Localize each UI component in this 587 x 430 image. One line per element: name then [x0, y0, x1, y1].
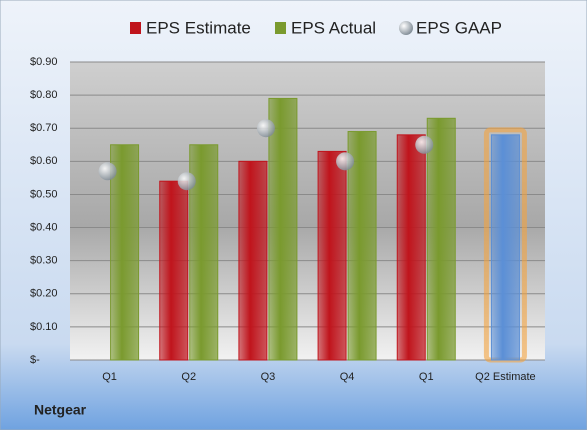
y-tick-label: $0.20	[30, 288, 58, 300]
bar	[110, 144, 140, 361]
legend-swatch	[275, 22, 286, 34]
gaap-marker	[415, 135, 434, 154]
y-tick-label: $0.50	[30, 188, 58, 200]
gaap-marker	[177, 172, 196, 191]
x-tick-label: Q1	[419, 371, 434, 383]
y-tick-label: $0.80	[30, 89, 58, 101]
bar	[238, 160, 268, 361]
footer: Netgear	[34, 402, 87, 418]
legend-label: EPS Actual	[291, 18, 376, 37]
y-tick-label: $0.40	[30, 221, 58, 233]
y-tick-label: $0.10	[30, 321, 58, 333]
y-tick-label: $0.70	[30, 122, 58, 134]
bar	[347, 131, 377, 361]
legend-label: EPS Estimate	[146, 18, 251, 37]
bar	[396, 134, 426, 361]
bar	[490, 134, 520, 361]
legend-swatch	[399, 21, 413, 35]
x-tick-label: Q2 Estimate	[475, 371, 536, 383]
bar	[317, 150, 347, 361]
y-tick-label: $-	[30, 354, 40, 366]
gaap-marker	[256, 119, 275, 138]
gaap-marker	[98, 162, 117, 181]
legend-swatch	[130, 22, 141, 34]
bar	[268, 97, 298, 361]
bar	[159, 180, 189, 361]
y-tick-label: $0.30	[30, 255, 58, 267]
y-tick-label: $0.90	[30, 56, 58, 68]
legend-label: EPS GAAP	[416, 18, 502, 37]
y-tick-label: $0.60	[30, 155, 58, 167]
x-tick-label: Q3	[261, 371, 276, 383]
plot-area	[70, 62, 545, 360]
bar	[426, 117, 456, 361]
x-tick-label: Q4	[340, 371, 355, 383]
x-tick-label: Q1	[102, 371, 117, 383]
x-tick-label: Q2	[181, 371, 196, 383]
gaap-marker	[336, 152, 355, 171]
